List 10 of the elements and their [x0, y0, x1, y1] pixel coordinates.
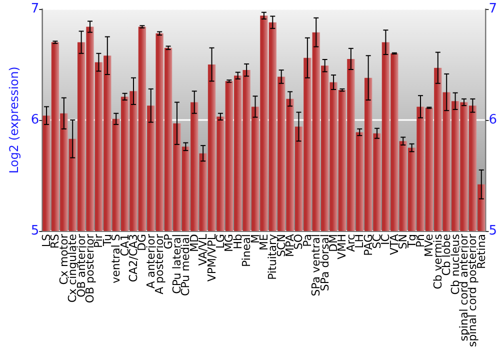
y-tick-label: 5 — [30, 224, 40, 239]
y2-tick-label: 7 — [488, 2, 498, 16]
x-tick-label: A posterior — [153, 234, 166, 294]
y-tick-label: 6 — [30, 112, 40, 128]
y-axis-title: Log2 (expression) — [7, 66, 21, 174]
x-tick-label: OB posterior — [84, 234, 97, 304]
y2-tick-label: 6 — [488, 112, 498, 128]
y2-tick-label: 5 — [488, 224, 498, 239]
y-tick-label: 7 — [30, 2, 40, 16]
x-tick-label: Pituitary — [266, 234, 280, 280]
